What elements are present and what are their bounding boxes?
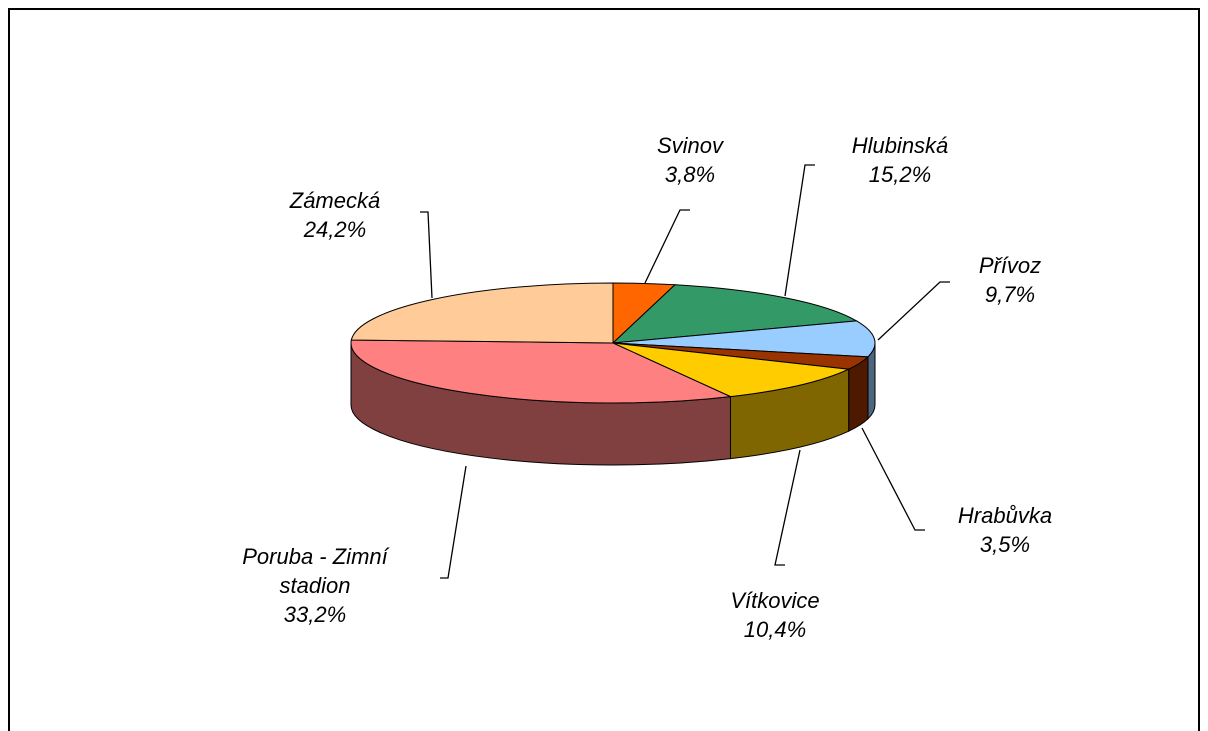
slice — [350, 339, 733, 404]
leader-line — [784, 164, 815, 297]
slice-label: Hlubinská 15,2% — [805, 131, 995, 189]
slice-label: Hrabůvka 3,5% — [910, 501, 1100, 559]
slice-label: Vítkovice 10,4% — [680, 586, 870, 644]
category-name: Přívoz — [978, 253, 1042, 278]
leader-line — [861, 427, 925, 531]
category-name: Poruba - Zimní stadion — [242, 543, 388, 598]
leader-line — [420, 211, 433, 299]
slice — [612, 342, 851, 398]
value-label: 33,2% — [283, 601, 347, 627]
slice — [612, 320, 876, 358]
category-name: Svinov — [656, 133, 724, 158]
leader-line — [644, 209, 690, 284]
category-name: Hrabůvka — [957, 503, 1053, 528]
leader-line — [774, 449, 801, 566]
category-name: Vítkovice — [730, 588, 820, 613]
category-name: Zámecká — [289, 188, 381, 213]
value-label: 10,4% — [743, 617, 807, 642]
slice-label: Svinov 3,8% — [595, 131, 785, 189]
category-name: Hlubinská — [851, 133, 949, 158]
slice-label: Zámecká 24,2% — [240, 186, 430, 244]
value-label: 3,8% — [664, 162, 716, 187]
slice — [611, 284, 859, 344]
chart-frame — [8, 8, 1200, 731]
value-label: 15,2% — [868, 162, 932, 187]
leader-line — [877, 281, 950, 341]
value-label: 3,5% — [979, 532, 1031, 557]
slice-label: Poruba - Zimní stadion 33,2% — [220, 542, 410, 629]
leader-line — [440, 465, 467, 579]
slice-label: Přívoz 9,7% — [915, 251, 1105, 309]
slice — [350, 282, 614, 344]
value-label: 24,2% — [303, 217, 367, 242]
value-label: 9,7% — [984, 282, 1036, 307]
